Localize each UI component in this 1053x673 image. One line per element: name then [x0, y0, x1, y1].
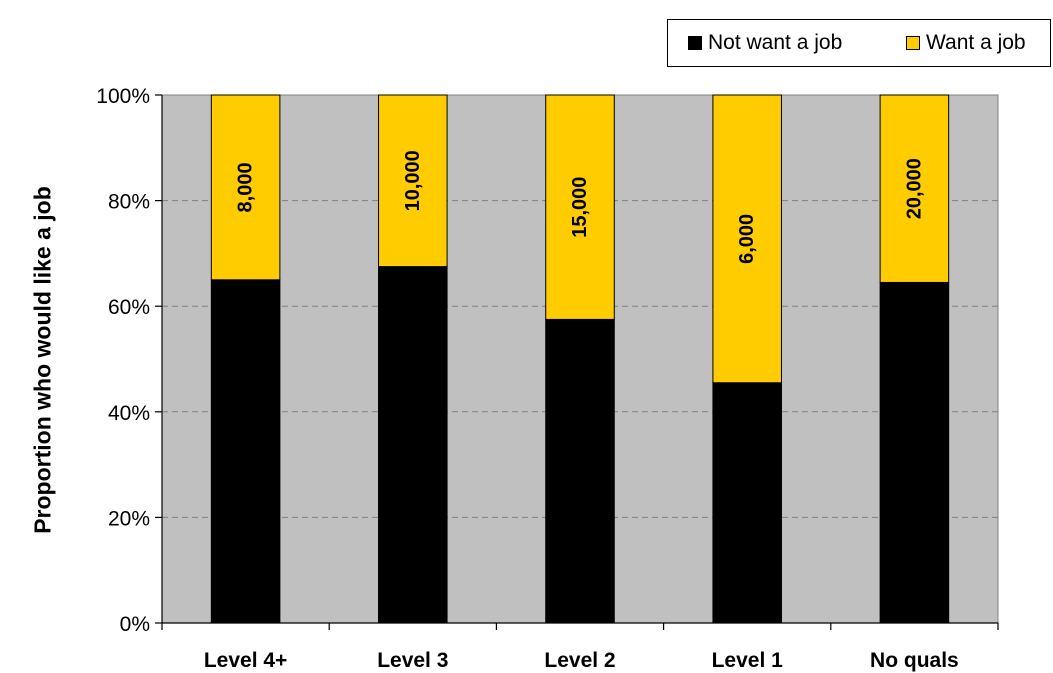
- bar-not-want: [879, 281, 950, 624]
- bar-want: [879, 94, 950, 283]
- data-label: 8,000: [235, 162, 257, 212]
- x-tick-label: Level 4+: [204, 649, 287, 672]
- bar-not-want: [378, 266, 448, 624]
- bar-not-want: [210, 279, 281, 624]
- bar-want: [378, 94, 448, 268]
- x-tick-label: Level 3: [377, 649, 448, 672]
- y-tick-label: 80%: [108, 191, 150, 214]
- y-axis-label: Proportion who would like a job: [29, 186, 56, 534]
- x-tick-label: No quals: [870, 649, 959, 672]
- data-label: 20,000: [903, 158, 925, 219]
- legend: Not want a job Want a job: [667, 19, 1051, 67]
- bar-want: [545, 94, 615, 320]
- legend-item-not-want: Not want a job: [688, 20, 842, 66]
- data-label: 15,000: [569, 177, 591, 238]
- y-tick-label: 20%: [108, 507, 150, 530]
- y-tick-label: 40%: [108, 402, 150, 425]
- y-tick-label: 0%: [120, 613, 150, 636]
- y-tick-label: 60%: [108, 296, 150, 319]
- bar-not-want: [545, 318, 615, 624]
- data-label: 6,000: [736, 214, 758, 264]
- x-tick-label: Level 2: [544, 649, 615, 672]
- bar-want: [210, 94, 281, 281]
- legend-swatch-not-want: [688, 36, 702, 50]
- data-label: 10,000: [402, 150, 424, 211]
- legend-swatch-want: [906, 36, 920, 50]
- x-tick-label: Level 1: [712, 649, 784, 672]
- bar-not-want: [712, 382, 782, 624]
- bar-want: [712, 94, 782, 384]
- y-tick-label: 100%: [96, 85, 150, 108]
- legend-item-want: Want a job: [906, 20, 1026, 66]
- legend-label-not-want: Not want a job: [708, 31, 843, 54]
- legend-label-want: Want a job: [926, 31, 1026, 54]
